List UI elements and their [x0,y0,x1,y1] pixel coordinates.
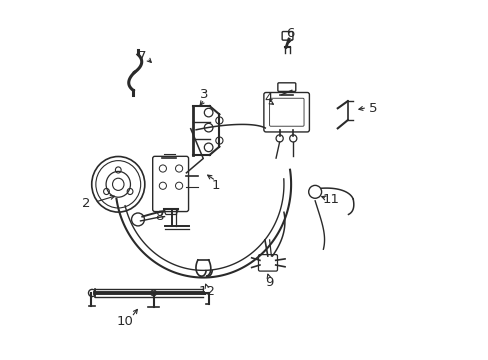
Text: 2: 2 [81,197,90,210]
Text: 3: 3 [200,88,208,101]
Text: 12: 12 [198,285,215,298]
Text: 7: 7 [138,50,146,63]
Text: 11: 11 [322,193,338,206]
Text: 1: 1 [211,179,220,192]
Text: 9: 9 [264,276,272,289]
Text: 6: 6 [285,27,294,40]
Text: 4: 4 [264,92,272,105]
Text: 5: 5 [368,102,376,115]
Text: 8: 8 [155,210,163,223]
Text: 10: 10 [117,315,134,328]
